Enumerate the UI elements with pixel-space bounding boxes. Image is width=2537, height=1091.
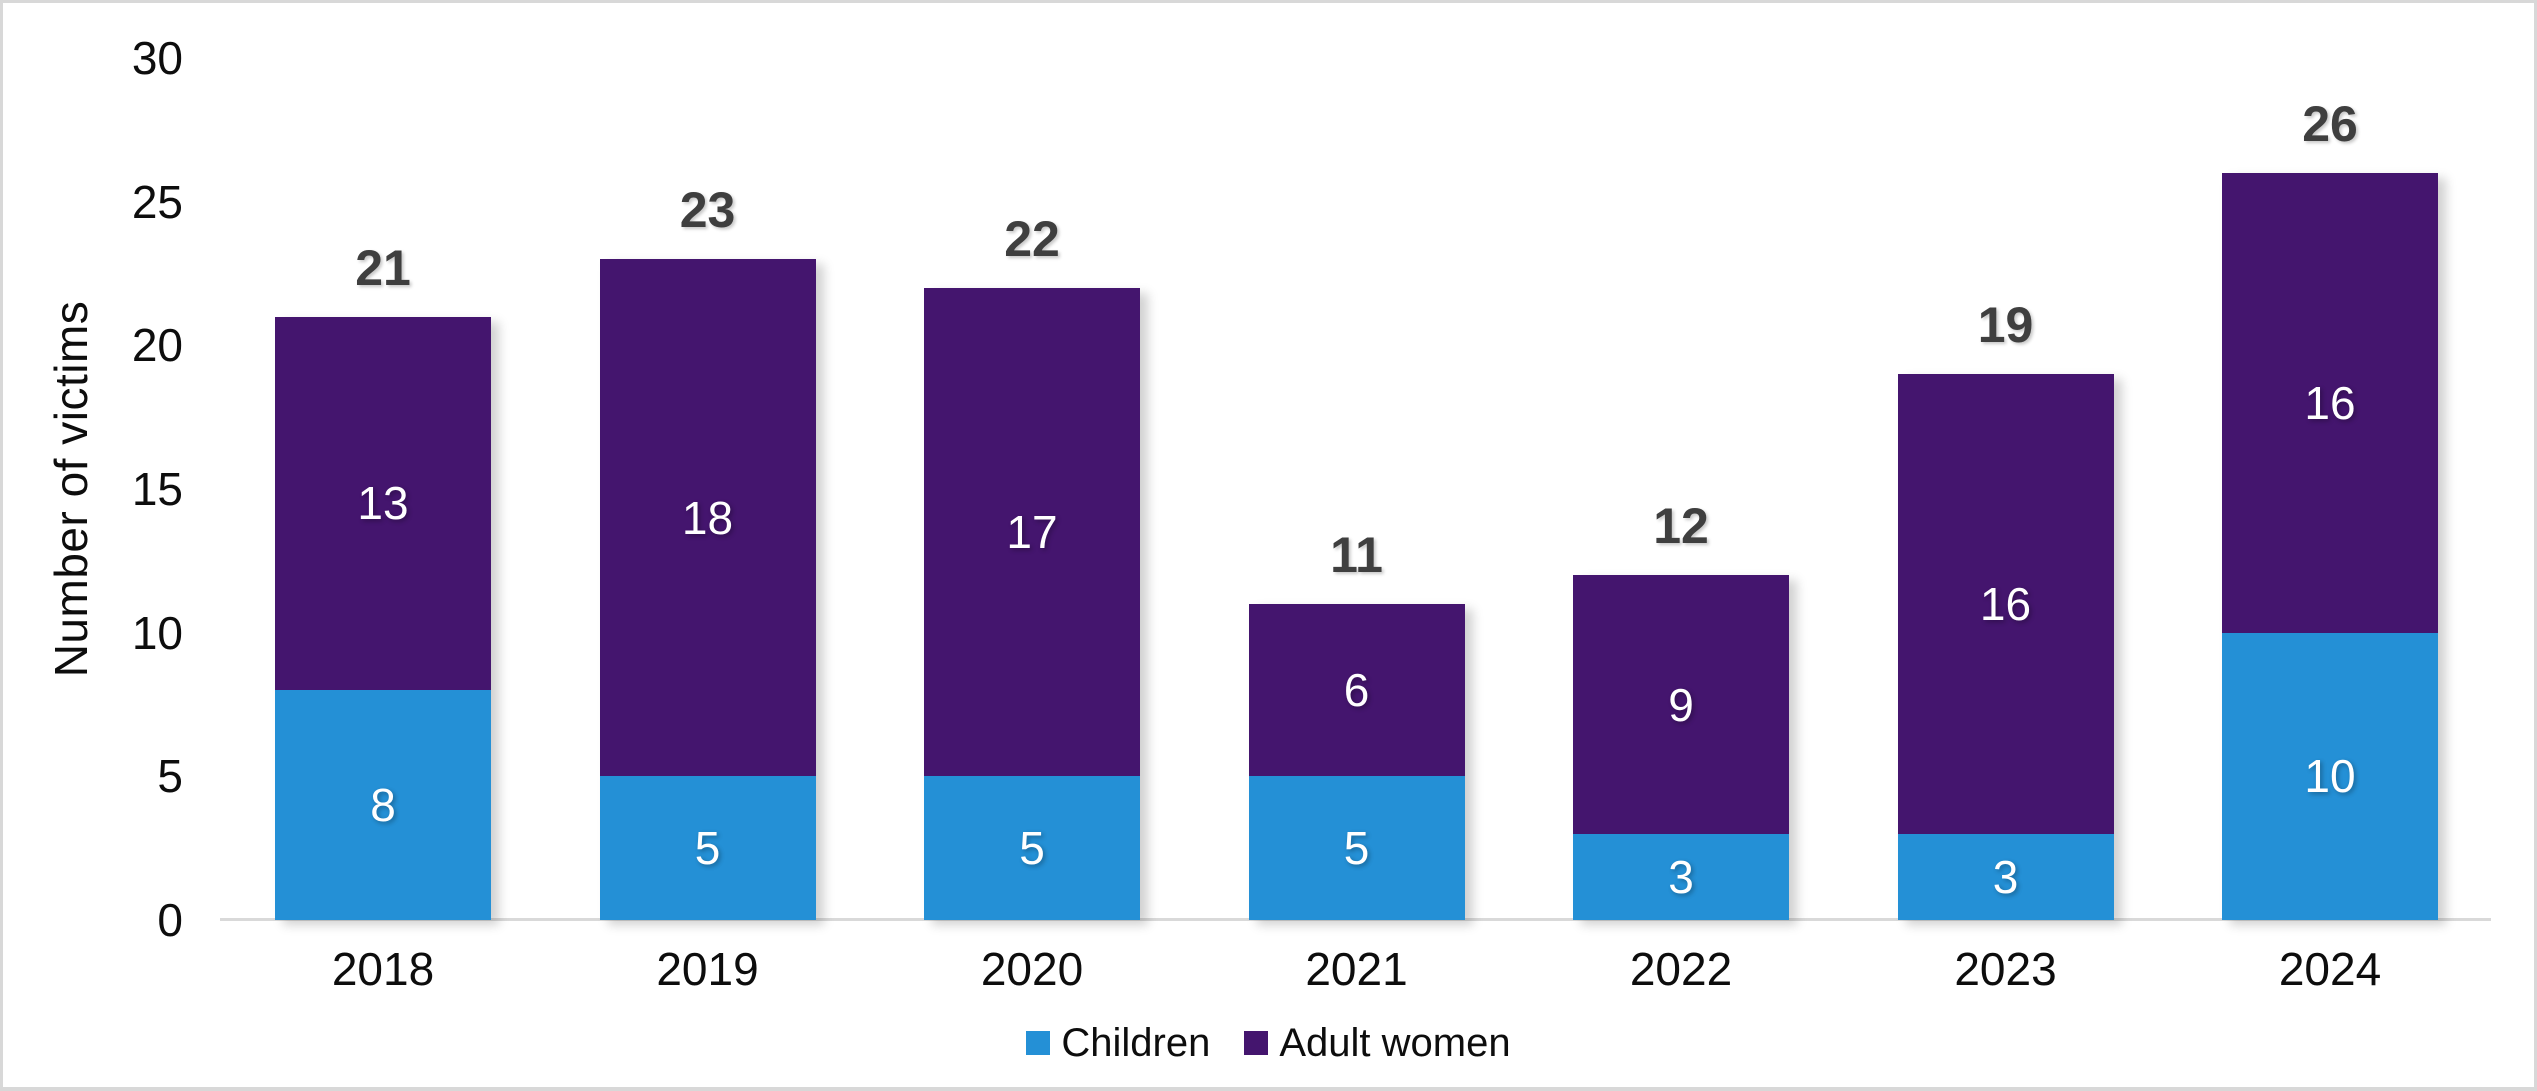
legend: Children Adult women xyxy=(3,1017,2534,1069)
segment-value-label: 6 xyxy=(1343,664,1370,717)
bar-segment-adult-women: 16 xyxy=(1897,374,2114,834)
bar-segment-children: 10 xyxy=(2222,632,2438,920)
bar-segment-children: 3 xyxy=(1573,833,1789,920)
bar-stack-2018: 8 13 xyxy=(275,316,491,920)
bar-stack-2024: 10 16 xyxy=(2222,172,2438,920)
x-tick-label-2018: 2018 xyxy=(331,943,435,995)
segment-value-label: 10 xyxy=(2304,750,2356,803)
segment-value-label: 3 xyxy=(1992,850,2019,903)
x-tick-label-2023: 2023 xyxy=(1954,943,2057,995)
total-value-label: 12 xyxy=(1653,498,1709,555)
y-axis-tick-labels: 0 5 10 15 20 25 30 xyxy=(3,3,2534,1087)
total-value-label: 22 xyxy=(1004,210,1060,267)
x-axis-tick-labels: 2018 2019 2020 2021 2022 2023 2024 xyxy=(3,3,2534,1087)
segment-value-label: 13 xyxy=(357,477,409,530)
x-tick-label-2024: 2024 xyxy=(2278,943,2382,995)
bar-segment-adult-women: 17 xyxy=(924,287,1140,777)
y-tick-label: 0 xyxy=(157,894,183,946)
x-tick-label-2019: 2019 xyxy=(656,943,759,995)
total-value-label: 19 xyxy=(1977,297,2034,354)
segment-value-label: 8 xyxy=(370,779,396,832)
bar-segment-adult-women: 9 xyxy=(1573,575,1789,834)
x-tick-label-2021: 2021 xyxy=(1305,943,1408,995)
segment-value-label: 9 xyxy=(1668,678,1694,731)
legend-item-children: Children xyxy=(1026,1021,1210,1066)
segment-value-label: 5 xyxy=(1343,822,1370,875)
y-tick-label: 15 xyxy=(131,463,183,515)
bar-segment-children: 5 xyxy=(1248,776,1465,920)
bar-segment-children: 5 xyxy=(599,776,816,920)
bar-stack-2020: 5 17 xyxy=(924,287,1140,920)
segment-value-label: 16 xyxy=(2304,376,2356,429)
bar-stack-2019: 5 18 xyxy=(599,259,816,920)
segment-value-label: 3 xyxy=(1668,850,1694,903)
total-value-label: 26 xyxy=(2302,95,2358,152)
total-value-label: 21 xyxy=(355,239,411,296)
legend-swatch-icon xyxy=(1244,1031,1269,1055)
segment-value-label: 17 xyxy=(1006,506,1058,559)
bar-segment-children: 8 xyxy=(275,690,491,920)
legend-swatch-icon xyxy=(1026,1031,1051,1055)
y-tick-label: 25 xyxy=(131,175,183,228)
total-value-label: 23 xyxy=(679,182,736,239)
segment-value-label: 16 xyxy=(1979,577,2032,630)
y-tick-label: 10 xyxy=(131,606,183,659)
bar-segment-adult-women: 16 xyxy=(2222,172,2438,633)
y-tick-label: 20 xyxy=(131,319,183,372)
y-tick-label: 30 xyxy=(131,32,183,84)
y-tick-label: 5 xyxy=(157,750,183,803)
legend-label: Children xyxy=(1061,1020,1211,1065)
bar-segment-children: 5 xyxy=(924,776,1140,920)
bars-layer: 8 13 21 5 18 23 5 17 22 5 6 11 3 9 12 3 16 19 10 16 26 xyxy=(3,3,2534,1087)
legend-label: Adult women xyxy=(1279,1020,1511,1065)
bar-segment-children: 3 xyxy=(1897,833,2114,920)
x-tick-label-2020: 2020 xyxy=(980,943,1084,995)
segment-value-label: 5 xyxy=(1019,822,1045,875)
legend-item-adult-women: Adult women xyxy=(1244,1020,1511,1066)
x-tick-label-2022: 2022 xyxy=(1629,943,1733,995)
bar-segment-adult-women: 6 xyxy=(1248,603,1465,777)
segment-value-label: 5 xyxy=(694,822,721,875)
bar-segment-adult-women: 13 xyxy=(275,316,491,691)
bar-stack-2023: 3 16 xyxy=(1897,374,2114,920)
bar-segment-adult-women: 18 xyxy=(599,259,816,777)
segment-value-label: 18 xyxy=(681,491,734,544)
total-value-label: 11 xyxy=(1330,526,1383,583)
